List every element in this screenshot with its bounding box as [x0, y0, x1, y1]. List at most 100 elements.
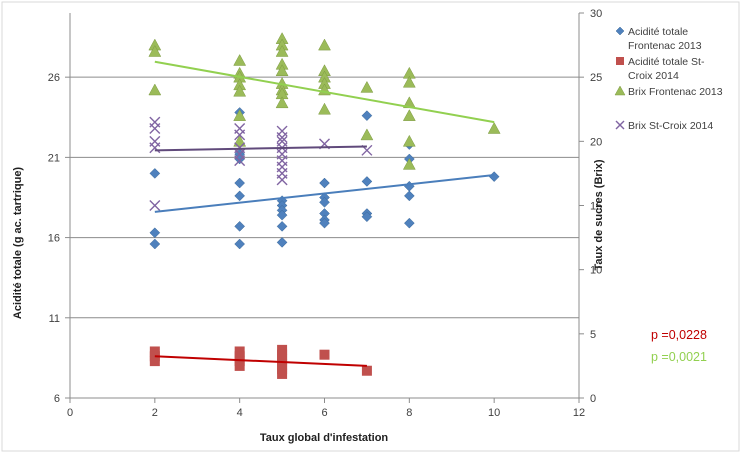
data-point — [319, 177, 330, 189]
data-point — [234, 155, 246, 167]
data-point — [149, 200, 161, 211]
y2-tick-label: 0 — [590, 393, 596, 405]
data-point — [148, 44, 162, 57]
series-3 — [148, 32, 501, 170]
data-point — [234, 129, 246, 141]
legend-item-4: Brix St-Croix 2014 — [615, 120, 713, 132]
y-tick-label: 16 — [48, 233, 60, 245]
x-marker-stroke — [149, 142, 161, 154]
y2-tick-label: 10 — [590, 265, 602, 277]
trendline-series-2 — [154, 355, 367, 367]
legend-item-1: Acidité totale Frontenac 2013 — [615, 26, 702, 52]
data-point — [402, 134, 416, 147]
legend-label-line: Frontenac 2013 — [628, 40, 702, 52]
axes: 0 2 4 6 8 10 12 6 11 16 21 26 0 5 10 15 20 25 30 — [48, 8, 603, 419]
x-marker-stroke — [615, 120, 625, 130]
x-marker-stroke — [276, 174, 288, 186]
x-marker-stroke — [234, 129, 246, 141]
y2-tick-label: 20 — [590, 136, 602, 148]
legend-marker — [616, 57, 624, 65]
data-point — [149, 168, 161, 179]
y2-tick-label: 25 — [590, 72, 602, 84]
trendline-series-3 — [154, 60, 495, 124]
data-point — [487, 121, 501, 134]
legend-label: Brix Frontenac 2013 — [628, 86, 723, 98]
data-point — [276, 209, 288, 221]
data-point — [149, 356, 160, 367]
x-tick-label: 8 — [406, 407, 412, 419]
legend-marker — [615, 120, 625, 130]
x-tick-label: 12 — [573, 407, 585, 419]
legend-marker — [614, 85, 626, 96]
data-point — [318, 38, 331, 51]
data-point — [361, 211, 373, 223]
data-point — [149, 227, 161, 239]
data-point — [402, 75, 416, 88]
y2-tick-label: 5 — [590, 329, 596, 341]
legend-label-line: Croix 2014 — [628, 70, 679, 82]
legend-label-line: Acidité totale St- — [628, 56, 705, 68]
series-4 — [149, 116, 373, 211]
data-point — [402, 157, 416, 170]
x-marker-stroke — [234, 155, 246, 167]
data-point — [276, 131, 288, 143]
trendline-series-4 — [154, 145, 367, 152]
y2-tick-label: 30 — [590, 8, 602, 20]
data-point — [361, 176, 373, 187]
data-point — [148, 83, 162, 96]
x-marker-stroke — [149, 123, 161, 134]
x-tick-label: 2 — [152, 407, 158, 419]
data-point — [149, 238, 161, 250]
data-point — [319, 196, 330, 208]
legend-label: Acidité totale St- Croix 2014 — [628, 56, 705, 82]
x-axis-title: Taux global d'infestation — [260, 432, 389, 444]
p-value-annotation: p =0,0021 — [651, 350, 707, 364]
data-point — [361, 110, 373, 122]
y2-axis-title: Taux de sucres (Brix) — [593, 159, 605, 270]
legend-marker — [615, 26, 625, 36]
data-point — [276, 237, 288, 248]
legend-label: Brix St-Croix 2014 — [628, 120, 713, 132]
legend-label: Acidité totale Frontenac 2013 — [628, 26, 702, 52]
data-point — [276, 174, 288, 186]
data-point — [360, 80, 374, 93]
data-point — [360, 128, 374, 141]
data-point — [361, 365, 372, 376]
data-point — [402, 109, 416, 121]
data-point — [277, 368, 288, 379]
data-point — [319, 217, 330, 229]
y-tick-label: 11 — [49, 313, 60, 325]
y-tick-label: 26 — [48, 72, 60, 84]
y-axis-title: Acidité totale (g ac. tartrique) — [12, 167, 24, 320]
legend-item-2: Acidité totale St- Croix 2014 — [616, 56, 705, 82]
x-marker-stroke — [149, 200, 161, 211]
x-marker-stroke — [276, 131, 288, 143]
legend-item-3: Brix Frontenac 2013 — [614, 85, 723, 98]
trendline-series-1 — [154, 174, 495, 213]
data-point — [233, 84, 247, 97]
series-layer — [148, 32, 501, 379]
data-point — [318, 102, 331, 115]
y-tick-label: 6 — [54, 393, 60, 405]
x-tick-label: 4 — [237, 407, 243, 419]
legend-label-line: Acidité totale — [628, 26, 688, 38]
data-point — [234, 238, 246, 250]
data-point — [234, 190, 246, 202]
data-point — [234, 360, 245, 371]
data-point — [233, 53, 247, 66]
p-value-annotation: p =0,0228 — [651, 328, 707, 342]
y2-tick-label: 15 — [590, 201, 602, 213]
x-marker-stroke — [361, 144, 373, 156]
x-tick-label: 0 — [67, 407, 73, 419]
data-point — [403, 190, 415, 202]
y-tick-label: 21 — [48, 152, 60, 164]
data-point — [149, 123, 161, 134]
data-point — [275, 44, 289, 57]
data-point — [234, 177, 246, 189]
data-point — [403, 217, 415, 229]
data-point — [234, 221, 246, 232]
